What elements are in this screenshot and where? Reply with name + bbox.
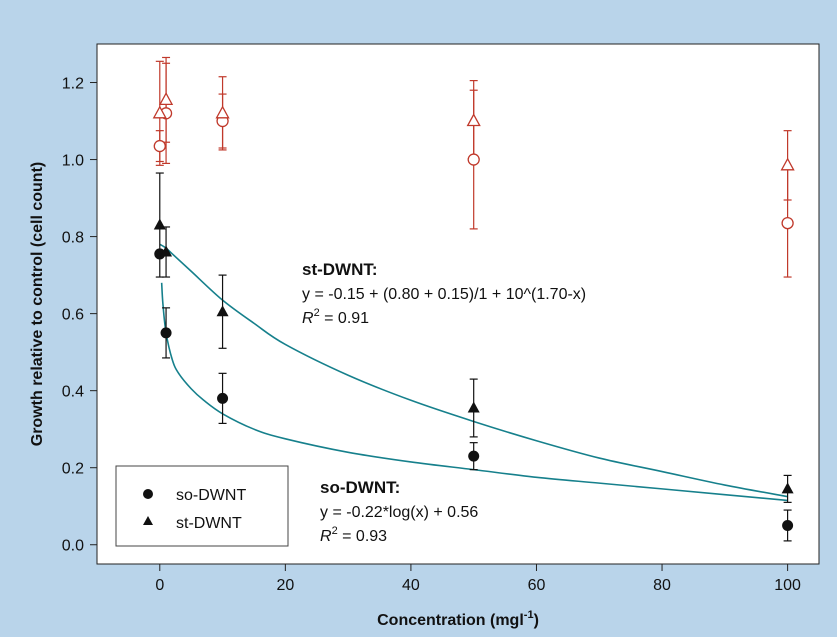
st-dwnt-point (153, 218, 166, 230)
open-triangle-point (780, 157, 795, 171)
x-tick-label: 20 (276, 577, 294, 594)
fit-curves (159, 243, 788, 502)
x-tick-label: 60 (528, 577, 546, 594)
so-dwnt-point (468, 450, 480, 462)
y-tick-label: 0.0 (62, 538, 84, 555)
so-dwnt-annotation-title: so-DWNT: (320, 478, 400, 497)
legend-triangle-marker (143, 516, 153, 525)
so-dwnt-point (782, 519, 794, 531)
axes: 0 20 40 60 80 100 0.0 0.2 0.4 0.6 0.8 1.0 1.2 (62, 76, 801, 594)
open-circle-point (467, 153, 480, 166)
y-tick-label: 0.2 (62, 461, 84, 478)
st-dwnt-r-squared: R2 = 0.91 (302, 307, 369, 327)
legend-circle-marker (143, 489, 153, 499)
st-dwnt-equation: y = -0.15 + (0.80 + 0.15)/1 + 10^(1.70-x… (302, 286, 586, 303)
legend-box (115, 465, 289, 547)
st-dwnt-annotation: st-DWNT: y = -0.15 + (0.80 + 0.15)/1 + 1… (302, 260, 586, 327)
legend-label-so-dwnt: so-DWNT (176, 487, 246, 504)
open-circle-point (781, 216, 794, 230)
st-dwnt-point (216, 305, 229, 317)
open-triangle-point (215, 105, 230, 119)
x-axis-title: Concentration (mgl-1) (377, 609, 539, 629)
open-circle-point (153, 139, 166, 153)
so-dwnt-r-squared: R2 = 0.93 (320, 525, 387, 545)
y-axis-title: Growth relative to control (cell count) (29, 162, 46, 446)
so-dwnt-point (154, 248, 166, 260)
st-dwnt-point (160, 245, 173, 257)
y-tick-label: 0.8 (62, 230, 84, 247)
open-triangle-point (466, 113, 481, 127)
so-dwnt-point (160, 327, 172, 339)
st-dwnt-point (467, 401, 480, 413)
x-tick-label: 0 (155, 577, 164, 594)
y-tick-label: 1.2 (62, 76, 84, 93)
so-dwnt-annotation: so-DWNT: y = -0.22*log(x) + 0.56 R2 = 0.… (320, 478, 478, 545)
y-tick-label: 0.6 (62, 307, 84, 324)
so-dwnt-equation: y = -0.22*log(x) + 0.56 (320, 504, 478, 521)
data-points (152, 91, 795, 531)
legend: so-DWNT st-DWNT (115, 465, 289, 547)
fit-curve (160, 282, 788, 502)
open-triangle-point (152, 105, 167, 119)
x-tick-label: 80 (653, 577, 671, 594)
open-triangle-point (158, 91, 174, 106)
x-tick-label: 100 (774, 577, 801, 594)
y-tick-label: 0.4 (62, 384, 84, 401)
legend-label-st-dwnt: st-DWNT (176, 515, 242, 532)
st-dwnt-point (781, 482, 794, 494)
x-tick-label: 40 (402, 577, 420, 594)
st-dwnt-annotation-title: st-DWNT: (302, 260, 378, 279)
y-tick-label: 1.0 (62, 153, 84, 170)
so-dwnt-point (217, 392, 229, 404)
fit-curve (159, 243, 788, 498)
